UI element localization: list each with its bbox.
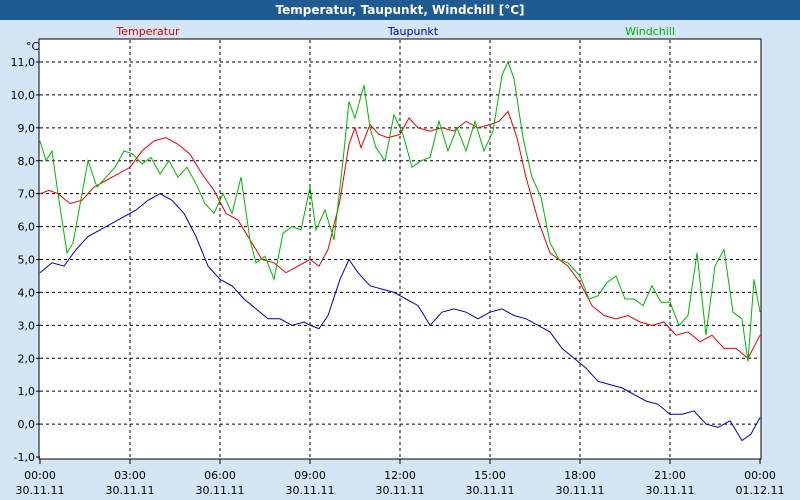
x-tick-date-label: 01.12.11 — [736, 484, 785, 497]
x-tick-time-label: 12:00 — [384, 469, 416, 482]
y-tick-label: -1,0 — [14, 451, 35, 464]
x-tick-date-label: 30.11.11 — [196, 484, 245, 497]
x-tick-date-label: 30.11.11 — [556, 484, 605, 497]
x-tick-time-label: 15:00 — [474, 469, 506, 482]
y-tick-label: 4,0 — [18, 286, 36, 299]
x-tick-date-label: 30.11.11 — [466, 484, 515, 497]
x-tick-time-label: 21:00 — [654, 469, 686, 482]
y-tick-label: 1,0 — [18, 385, 36, 398]
y-tick-label: 0,0 — [18, 418, 36, 431]
y-tick-label: 11,0 — [11, 56, 36, 69]
series-line-windchill — [39, 60, 761, 362]
y-tick-label: 2,0 — [18, 352, 36, 365]
x-tick-date-label: 30.11.11 — [646, 484, 695, 497]
legend-label-taupunkt: Taupunkt — [387, 25, 439, 38]
x-tick-time-label: 06:00 — [204, 469, 236, 482]
y-tick-label: 8,0 — [18, 155, 36, 168]
chart-title: Temperatur, Taupunkt, Windchill [°C] — [0, 0, 800, 20]
legend: Temperatur Taupunkt Windchill — [115, 25, 675, 38]
y-tick-label: 5,0 — [18, 254, 36, 267]
series-line-taupunkt — [39, 193, 761, 442]
x-tick-date-label: 30.11.11 — [376, 484, 425, 497]
x-tick-time-label: 03:00 — [114, 469, 146, 482]
x-tick-date-label: 30.11.11 — [106, 484, 155, 497]
y-tick-label: 6,0 — [18, 221, 36, 234]
series-line-temperatur — [39, 110, 761, 360]
grid — [40, 40, 760, 458]
x-tick-time-label: 09:00 — [294, 469, 326, 482]
x-tick-time-label: 18:00 — [564, 469, 596, 482]
y-tick-label: 10,0 — [11, 89, 36, 102]
x-tick-date-label: 30.11.11 — [286, 484, 335, 497]
x-tick-time-label: 00:00 — [744, 469, 776, 482]
axes: -1,0 0,0 1,0 2,0 3,0 4,0 5,0 6,0 7,0 8,0 9,0 10,0 11… — [11, 56, 785, 497]
legend-label-windchill: Windchill — [625, 25, 675, 38]
x-tick-date-label: 30.11.11 — [16, 484, 65, 497]
y-axis-unit-label: °C — [26, 40, 40, 53]
series-lines — [39, 60, 761, 442]
y-tick-label: 3,0 — [18, 319, 36, 332]
y-tick-label: 9,0 — [18, 122, 36, 135]
y-tick-label: 7,0 — [18, 188, 36, 201]
legend-label-temperatur: Temperatur — [115, 25, 180, 38]
x-tick-time-label: 00:00 — [24, 469, 56, 482]
